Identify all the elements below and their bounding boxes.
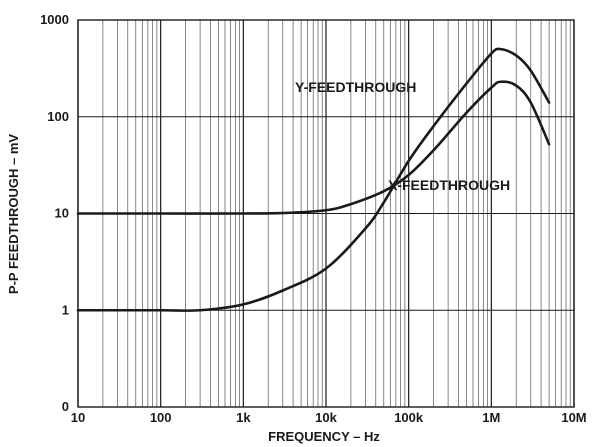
- x-axis-title: FREQUENCY – Hz: [268, 429, 380, 444]
- y-feedthrough-label: Y-FEEDTHROUGH: [295, 79, 416, 95]
- y-tick-label: 10: [55, 206, 69, 221]
- y-tick-label: 0: [62, 399, 69, 414]
- y-tick-label: 1000: [40, 12, 69, 27]
- x-tick-label: 1M: [482, 410, 500, 425]
- x-tick-label: 100: [150, 410, 172, 425]
- x-tick-label: 1k: [236, 410, 251, 425]
- x-tick-label: 10k: [315, 410, 337, 425]
- y-tick-label: 1: [62, 302, 69, 317]
- x-tick-label: 10M: [561, 410, 586, 425]
- y-axis-title: P-P FEEDTHROUGH – mV: [6, 134, 21, 294]
- x-feedthrough-label: X-FEEDTHROUGH: [388, 177, 510, 193]
- series-curves: [76, 47, 551, 312]
- x-tick-labels: 10 100 1k 10k 100k 1M 10M: [71, 410, 587, 425]
- x-tick-label: 100k: [394, 410, 424, 425]
- x-feedthrough-curve: [76, 80, 551, 215]
- y-tick-label: 100: [47, 109, 69, 124]
- x-tick-label: 10: [71, 410, 85, 425]
- y-tick-labels: 0 1 10 100 1000: [40, 12, 69, 414]
